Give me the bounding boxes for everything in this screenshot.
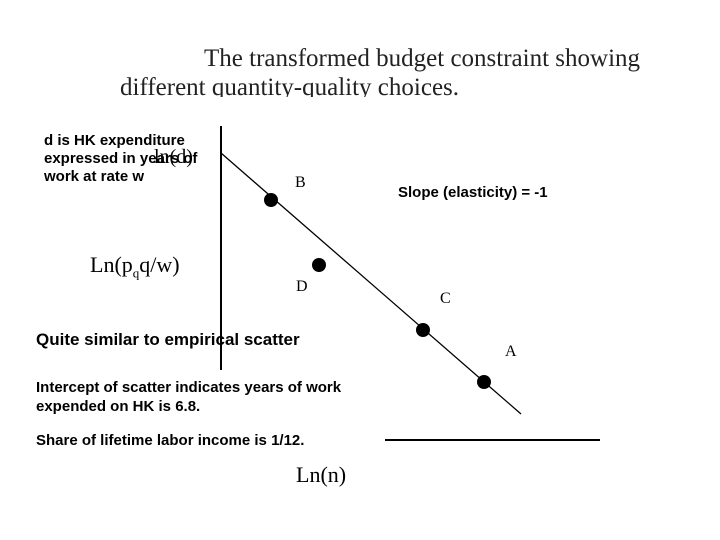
y-label-main-end: q/w) xyxy=(139,252,180,277)
point-D-label: D xyxy=(296,278,308,295)
point-C-marker xyxy=(416,323,430,337)
slide-title: The transformed budget constraint showin… xyxy=(120,44,680,97)
point-B-marker xyxy=(264,193,278,207)
point-B-label: B xyxy=(295,174,306,191)
point-C-label: C xyxy=(440,290,451,307)
y-axis-label-ln-d: ln(d) xyxy=(154,146,193,168)
point-A-marker xyxy=(477,375,491,389)
slope-note: Slope (elasticity) = -1 xyxy=(398,184,548,201)
y-label-main-start: Ln(p xyxy=(90,252,133,277)
title-line-2: different quantity-quality choices. xyxy=(120,74,460,97)
share-note: Share of lifetime labor income is 1/12. xyxy=(36,432,305,449)
title-line-1: The transformed budget constraint showin… xyxy=(204,45,641,72)
y-label-subscript: q xyxy=(132,265,140,281)
similar-scatter-note: Quite similar to empirical scatter xyxy=(36,330,300,349)
point-A-label: A xyxy=(505,343,517,360)
y-axis-label-main: Ln(pqq/w) xyxy=(90,252,180,281)
point-D-marker xyxy=(312,258,326,272)
intercept-note: Intercept of scatter indicates years of … xyxy=(36,379,342,415)
d-definition-note: d is HK expenditure expressed in years o… xyxy=(44,132,198,185)
x-axis-label: Ln(n) xyxy=(296,462,347,487)
